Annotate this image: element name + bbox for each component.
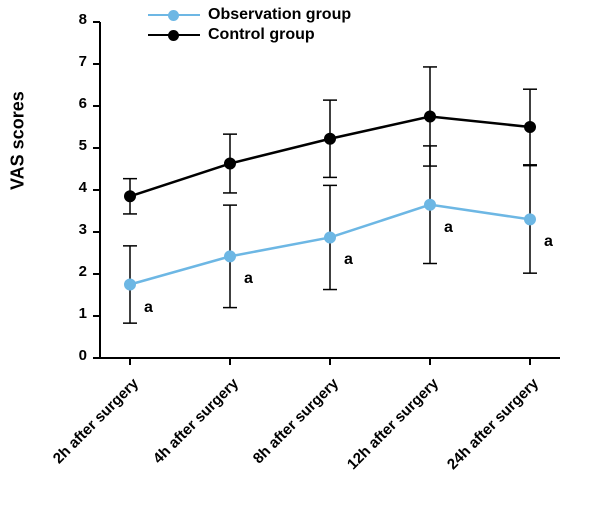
legend-item: Control group	[148, 26, 351, 44]
y-tick-label: 4	[79, 179, 87, 196]
legend-label: Control group	[208, 26, 315, 44]
y-tick-label: 0	[79, 347, 87, 364]
significance-annotation: a	[244, 270, 253, 288]
y-tick-label: 1	[79, 305, 87, 322]
y-tick-label: 6	[79, 95, 87, 112]
legend: Observation group Control group	[148, 6, 351, 46]
legend-item: Observation group	[148, 6, 351, 24]
significance-annotation: a	[344, 251, 353, 269]
y-tick-label: 2	[79, 263, 87, 280]
legend-marker-icon	[168, 30, 179, 41]
legend-line-icon	[148, 14, 200, 17]
y-tick-label: 8	[79, 11, 87, 28]
vas-scores-chart: Observation group Control group VAS score…	[0, 0, 600, 526]
significance-annotation: a	[544, 233, 553, 251]
significance-annotation: a	[444, 219, 453, 237]
legend-line-icon	[148, 34, 200, 37]
significance-annotation: a	[144, 299, 153, 317]
y-tick-label: 7	[79, 53, 87, 70]
y-tick-label: 3	[79, 221, 87, 238]
legend-label: Observation group	[208, 6, 351, 24]
chart-svg	[0, 0, 600, 526]
y-axis-label: VAS scores	[8, 91, 29, 190]
y-tick-label: 5	[79, 137, 87, 154]
legend-marker-icon	[168, 10, 179, 21]
